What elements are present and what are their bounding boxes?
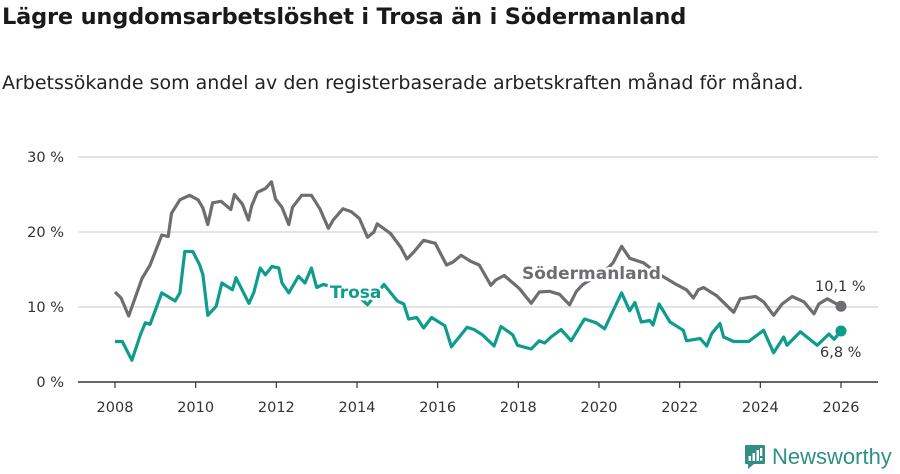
x-tick-label: 2024 [742, 400, 779, 416]
series-line-sdermanland [113, 180, 842, 318]
x-tick-label: 2026 [823, 400, 860, 416]
x-tick-label: 2008 [97, 400, 134, 416]
y-tick-label: 20 % [27, 225, 64, 241]
y-axis-labels: 0 % 10 % 20 % 30 % [27, 150, 64, 391]
end-label-sodermanland: 10,1 % [815, 279, 866, 295]
grid [78, 156, 878, 308]
chart-subtitle: Arbetssökande som andel av den registerb… [2, 72, 804, 94]
series-label-sodermanland: Södermanland [522, 264, 661, 284]
x-tick-label: 2020 [581, 400, 618, 416]
series-label-trosa: Trosa [330, 283, 381, 303]
series-lines [113, 180, 847, 362]
x-tick-label: 2014 [339, 400, 376, 416]
x-tick-label: 2010 [177, 400, 214, 416]
end-label-trosa: 6,8 % [820, 345, 861, 361]
x-tick-label: 2012 [258, 400, 295, 416]
end-point-sdermanland [835, 300, 847, 312]
x-tick-label: 2018 [500, 400, 537, 416]
y-tick-label: 30 % [27, 150, 64, 166]
x-axis: 2008 2010 2012 2014 2016 2018 2020 2022 2024 2026 [78, 381, 878, 416]
x-tick-label: 2022 [661, 400, 698, 416]
x-tick-label: 2016 [419, 400, 456, 416]
end-point-trosa [835, 325, 847, 337]
y-tick-label: 0 % [36, 375, 64, 391]
brand-name: Newsworthy [772, 444, 892, 469]
chart-title: Lägre ungdomsarbetslöshet i Trosa än i S… [2, 4, 687, 30]
series-line-trosa [115, 249, 843, 362]
bar-chart-icon [745, 445, 765, 469]
y-tick-label: 10 % [27, 300, 64, 316]
newsworthy-logo: Newsworthy [744, 444, 892, 470]
